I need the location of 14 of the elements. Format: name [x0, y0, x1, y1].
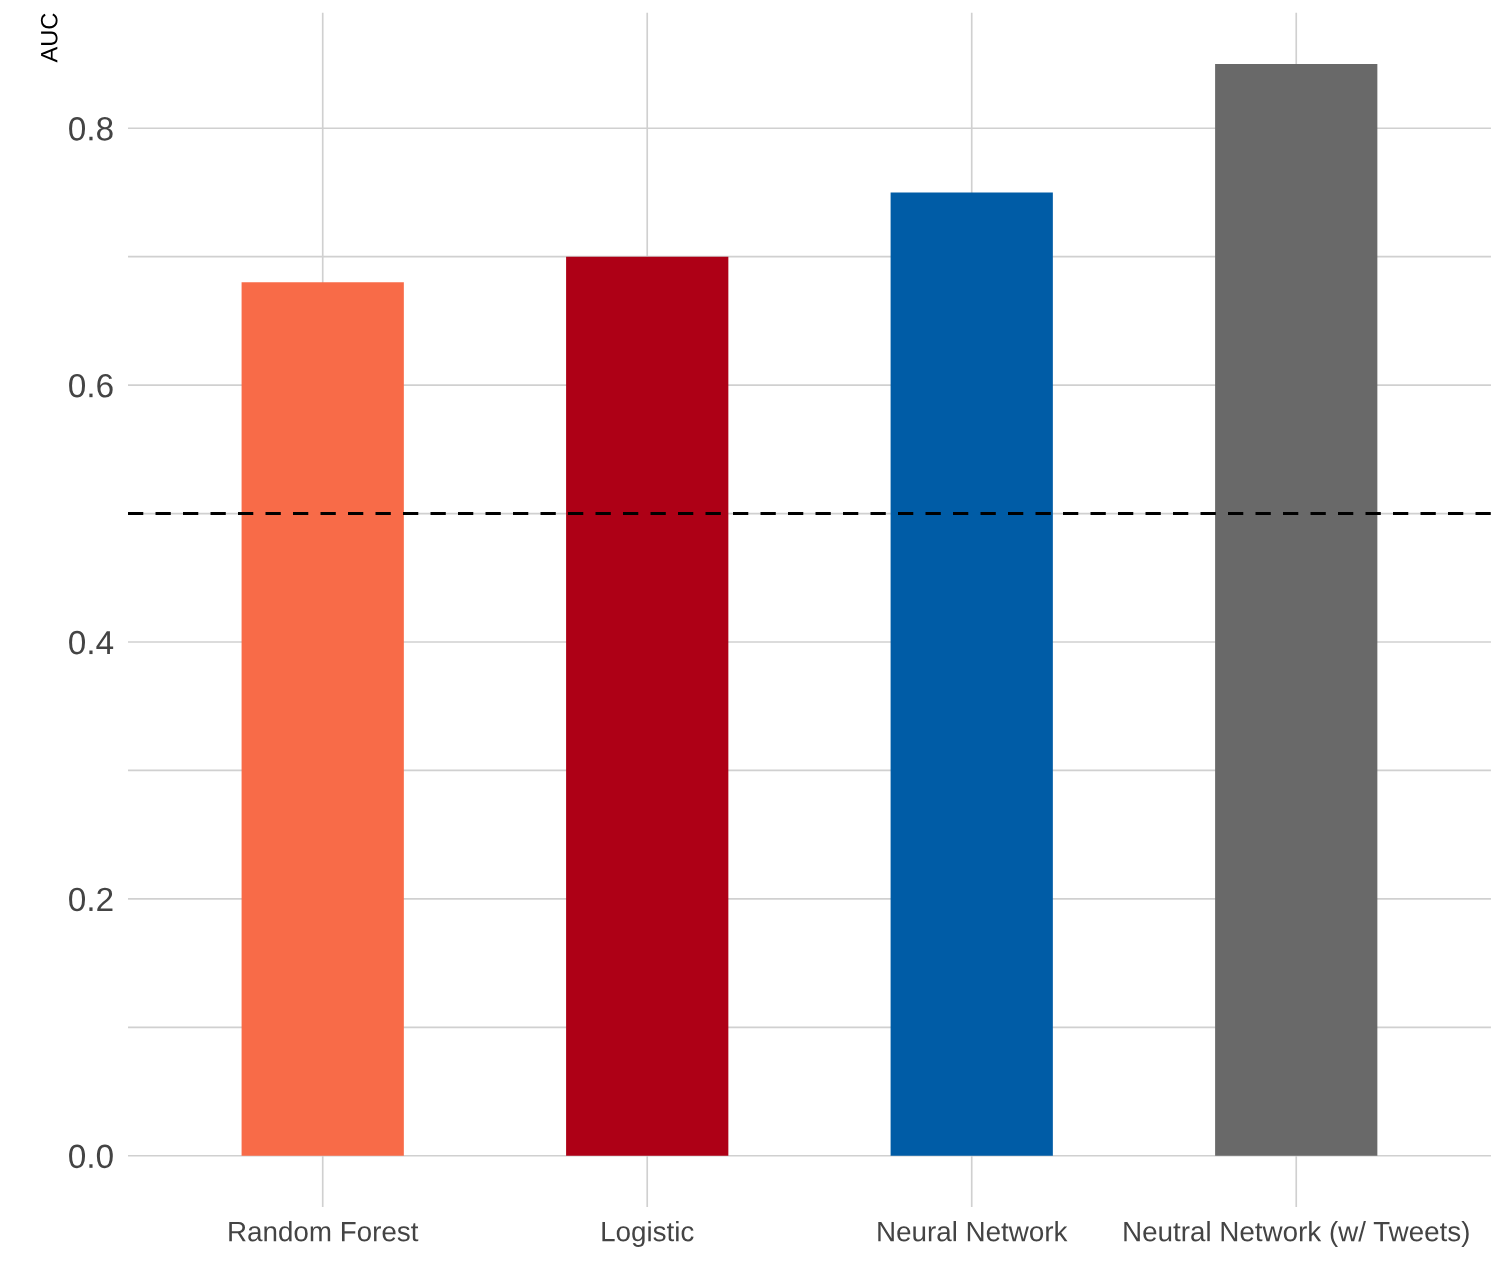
bar — [890, 192, 1053, 1156]
x-tick-label: Random Forest — [229, 1221, 419, 1242]
bar — [241, 282, 404, 1156]
y-tick-label: 0.2 — [69, 887, 113, 912]
y-tick-label: 0.4 — [69, 630, 114, 655]
y-tick-label: 0.8 — [69, 117, 113, 141]
y-tick-label: 0.0 — [69, 1144, 113, 1169]
bar — [566, 256, 729, 1156]
y-tick-label: 0.6 — [69, 373, 113, 398]
y-axis-title: AUC — [40, 13, 58, 63]
x-tick-label: Logistic — [602, 1221, 694, 1247]
x-tick-label: Neutral Network (w/ Tweets) — [1124, 1221, 1469, 1247]
x-tick-label: Neural Network — [878, 1221, 1068, 1242]
bar — [1215, 64, 1378, 1156]
